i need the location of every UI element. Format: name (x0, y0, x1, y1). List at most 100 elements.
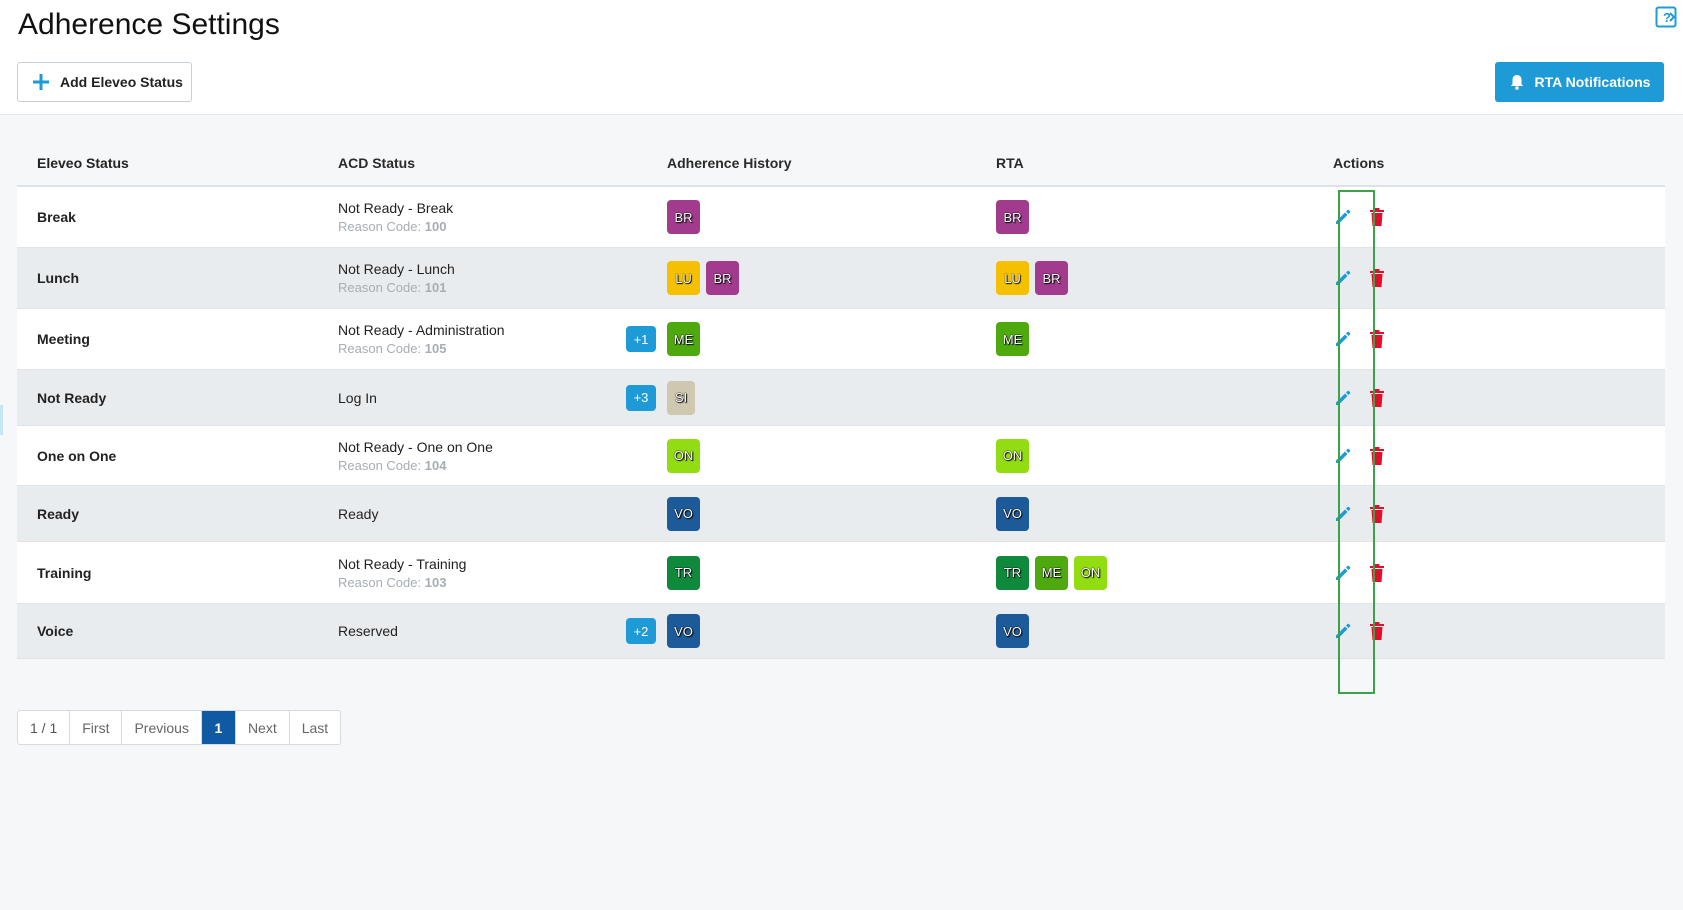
rta-cell: VO (996, 496, 1325, 531)
top-bar: Adherence Settings ? Add Eleveo Status R… (0, 0, 1683, 115)
reason-code-label: Reason Code: (338, 457, 425, 473)
actions-cell (1325, 563, 1665, 583)
rta-cell: TR ME ON (996, 555, 1325, 590)
actions-cell (1325, 329, 1665, 349)
edit-pencil-icon[interactable] (1333, 388, 1353, 408)
eleveo-status-cell: Break (37, 209, 76, 225)
rta-chip-on: ON (996, 438, 1029, 473)
adherence-history-cell: ME (667, 322, 996, 356)
column-header-adherence-history: Adherence History (667, 154, 792, 171)
reason-code-label: Reason Code: (338, 341, 425, 356)
column-header-acd-status: ACD Status (338, 154, 416, 171)
table-row: One on One Not Ready - One on One Reason C… (17, 426, 1665, 486)
edit-pencil-icon[interactable] (1333, 446, 1353, 466)
table-row: Ready Ready VO VO (17, 486, 1665, 542)
rta-cell: ME (996, 322, 1325, 356)
previous-page-button[interactable]: Previous (122, 711, 202, 744)
current-page-button[interactable]: 1 (201, 711, 236, 744)
rta-cell: VO (996, 614, 1325, 648)
column-header-eleveo-status: Eleveo Status (37, 154, 129, 171)
reason-code-value: 100 (424, 219, 447, 234)
delete-trash-icon[interactable] (1369, 504, 1385, 524)
reason-code-label: Reason Code: (338, 574, 425, 590)
reason-code-label: Reason Code: (338, 219, 425, 234)
column-header-actions: Actions (1333, 154, 1385, 171)
pagination: 1 / 1 First Previous 1 Next Last (17, 710, 342, 745)
add-eleveo-status-button[interactable]: Add Eleveo Status (17, 62, 192, 102)
history-chip-tr: TR (667, 555, 700, 590)
eleveo-status-cell: One on One (37, 447, 117, 464)
eleveo-status-cell: Not Ready (37, 389, 107, 406)
actions-cell (1325, 388, 1665, 408)
rta-cell: BR (996, 200, 1325, 234)
adherence-history-cell: VO (667, 496, 996, 531)
more-acd-statuses-badge[interactable]: +1 (626, 326, 656, 352)
delete-trash-icon[interactable] (1369, 329, 1385, 349)
first-page-button[interactable]: First (70, 711, 123, 744)
page-info: 1 / 1 (18, 711, 71, 744)
page-title: Adherence Settings (18, 8, 280, 41)
acd-status-text: Log In (338, 389, 377, 406)
table-row: Lunch Not Ready - Lunch Reason Code: 101 LU… (17, 248, 1665, 309)
acd-status-cell: Log In +3 (338, 370, 667, 425)
eleveo-status-cell: Meeting (37, 331, 90, 347)
actions-cell (1325, 446, 1665, 466)
table-row: Voice Reserved +2 VO VO (17, 604, 1665, 659)
acd-status-cell: Not Ready - Lunch Reason Code: 101 (338, 248, 667, 308)
next-page-button[interactable]: Next (236, 711, 290, 744)
adherence-history-cell: VO (667, 614, 996, 648)
edit-pencil-icon[interactable] (1333, 207, 1353, 227)
delete-trash-icon[interactable] (1369, 388, 1385, 408)
rta-notifications-button[interactable]: RTA Notifications (1495, 62, 1664, 102)
rta-chip-on: ON (1074, 555, 1107, 590)
edit-pencil-icon[interactable] (1333, 563, 1353, 583)
eleveo-status-cell: Voice (37, 623, 74, 639)
history-chip-vo: VO (667, 496, 700, 531)
more-acd-statuses-badge[interactable]: +2 (626, 618, 656, 644)
help-icon[interactable]: ? (1655, 6, 1677, 28)
edit-pencil-icon[interactable] (1333, 329, 1353, 349)
delete-trash-icon[interactable] (1369, 268, 1385, 288)
rta-chip-vo: VO (996, 496, 1029, 531)
delete-trash-icon[interactable] (1369, 446, 1385, 466)
history-chip-lu: LU (667, 261, 700, 295)
rta-chip-br: BR (996, 200, 1029, 234)
acd-status-cell: Not Ready - Administration Reason Code: 1… (338, 309, 667, 369)
column-header-rta: RTA (996, 154, 1024, 171)
delete-trash-icon[interactable] (1369, 207, 1385, 227)
eleveo-status-cell: Lunch (37, 270, 79, 286)
acd-status-text: Not Ready - Break (338, 200, 454, 216)
delete-trash-icon[interactable] (1369, 621, 1385, 641)
acd-status-text: Reserved (338, 623, 398, 639)
actions-cell (1325, 207, 1665, 227)
rta-chip-lu: LU (996, 261, 1029, 295)
left-edge-marker (0, 405, 3, 435)
acd-status-text: Not Ready - One on One (338, 438, 493, 455)
last-page-button[interactable]: Last (301, 719, 329, 736)
table-row: Not Ready Log In +3 SI (17, 370, 1665, 426)
edit-pencil-icon[interactable] (1333, 621, 1353, 641)
delete-trash-icon[interactable] (1369, 563, 1385, 583)
reason-code-value: 104 (424, 457, 447, 473)
acd-status-text: Not Ready - Training (338, 555, 467, 572)
rta-chip-tr: TR (996, 555, 1029, 590)
acd-status-text: Not Ready - Lunch (338, 261, 455, 277)
history-chip-br: BR (706, 261, 739, 295)
rta-chip-me: ME (996, 322, 1029, 356)
history-chip-br: BR (667, 200, 700, 234)
reason-code-value: 103 (424, 574, 447, 590)
rta-chip-br: BR (1035, 261, 1068, 295)
rta-cell: ON (996, 438, 1325, 473)
edit-pencil-icon[interactable] (1333, 504, 1353, 524)
table-header: Eleveo Status ACD Status Adherence Histo… (17, 140, 1665, 187)
edit-pencil-icon[interactable] (1333, 268, 1353, 288)
reason-code: Reason Code: 103 (338, 575, 466, 590)
bell-icon (1510, 75, 1523, 90)
rta-cell: LU BR (996, 261, 1325, 295)
history-chip-vo: VO (667, 614, 700, 648)
more-acd-statuses-badge[interactable]: +3 (626, 384, 656, 411)
eleveo-status-cell: Ready (37, 505, 80, 522)
acd-status-cell: Reserved +2 (338, 604, 667, 658)
adherence-table: Eleveo Status ACD Status Adherence Histo… (17, 140, 1665, 659)
eleveo-status-cell: Training (37, 564, 92, 581)
